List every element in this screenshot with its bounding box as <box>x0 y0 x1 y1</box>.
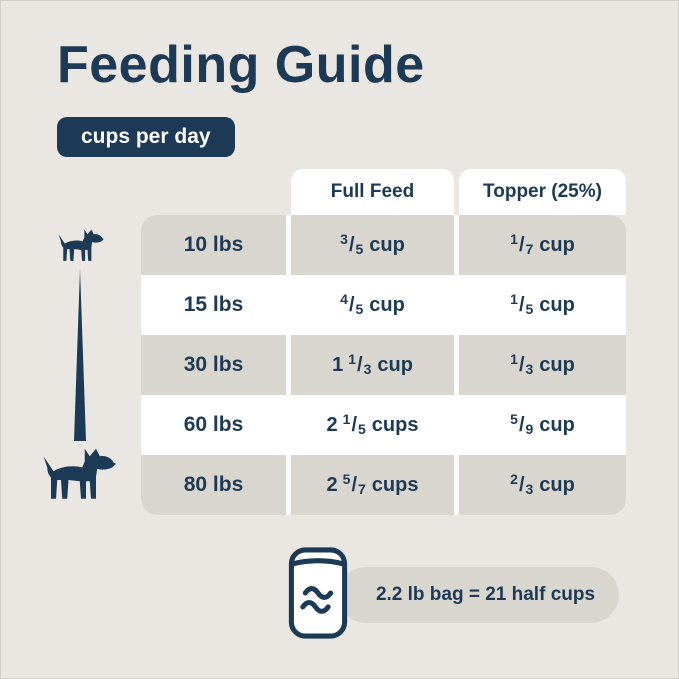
topper-cell: 1/3 cup <box>459 335 626 395</box>
topper-cell: 1/5 cup <box>459 275 626 335</box>
weight-cell: 80 lbs <box>141 455 286 515</box>
unit-label: cup <box>539 233 575 256</box>
fraction-slash: / <box>351 473 357 496</box>
fraction-slash: / <box>518 413 525 436</box>
fraction-numerator: 2 <box>510 471 518 487</box>
topper-cell: 1/7 cup <box>459 215 626 275</box>
fraction-denominator: 9 <box>525 421 534 437</box>
bag-note-pill: 2.2 lb bag = 21 half cups <box>338 567 619 623</box>
unit-label: cup <box>377 353 413 376</box>
table-row: 60 lbs 2 1/5 cups 5/9 cup <box>141 395 626 455</box>
column-header-topper: Topper (25%) <box>459 169 626 215</box>
fraction-slash: / <box>348 233 355 256</box>
fraction-whole: 2 <box>326 473 338 496</box>
fraction-slash: / <box>518 293 525 316</box>
fraction-denominator: 3 <box>525 481 534 497</box>
bag-note-text: 2.2 lb bag = 21 half cups <box>375 584 596 605</box>
page-title: Feeding Guide <box>57 36 425 94</box>
unit-label: cup <box>369 233 405 256</box>
fraction-denominator: 3 <box>363 361 372 377</box>
unit-label: cup <box>369 293 405 316</box>
topper-cell: 2/3 cup <box>459 455 626 515</box>
full-feed-cell: 2 5/7 cups <box>291 455 454 515</box>
fraction-numerator: 1 <box>342 411 351 427</box>
fraction-slash: / <box>351 413 357 436</box>
full-feed-cell: 4/5 cup <box>291 275 454 335</box>
fraction-denominator: 5 <box>358 421 366 437</box>
table-row: 30 lbs 1 1/3 cup 1/3 cup <box>141 335 626 395</box>
fraction-slash: / <box>518 473 525 496</box>
fraction-numerator: 1 <box>510 291 518 307</box>
table-row: 15 lbs 4/5 cup 1/5 cup <box>141 275 626 335</box>
fraction-slash: / <box>518 353 525 376</box>
fraction-numerator: 3 <box>340 231 348 247</box>
fraction-numerator: 1 <box>510 351 518 367</box>
full-feed-cell: 3/5 cup <box>291 215 454 275</box>
fraction-denominator: 5 <box>355 241 364 257</box>
fraction-numerator: 1 <box>348 351 356 367</box>
feeding-table: 10 lbs 3/5 cup 1/7 cup 15 lbs 4/5 cup 1/5 cu… <box>141 215 626 515</box>
fraction-whole: 1 <box>332 353 344 376</box>
topper-cell: 5/9 cup <box>459 395 626 455</box>
fraction-whole: 2 <box>326 413 338 436</box>
food-bag-icon <box>288 547 348 639</box>
fraction-slash: / <box>348 293 355 316</box>
weight-cell: 15 lbs <box>141 275 286 335</box>
fraction-numerator: 5 <box>510 411 518 427</box>
fraction-denominator: 7 <box>358 481 366 497</box>
weight-cell: 10 lbs <box>141 215 286 275</box>
fraction-numerator: 4 <box>340 291 348 307</box>
fraction-numerator: 1 <box>510 231 518 247</box>
weight-cell: 30 lbs <box>141 335 286 395</box>
fraction-denominator: 5 <box>525 301 534 317</box>
weight-cell: 60 lbs <box>141 395 286 455</box>
large-dog-icon <box>43 448 116 499</box>
unit-label: cups <box>371 473 419 496</box>
small-dog-icon <box>58 229 104 261</box>
fraction-slash: / <box>518 233 525 256</box>
unit-label: cups <box>371 413 419 436</box>
fraction-denominator: 3 <box>525 361 534 377</box>
fraction-numerator: 5 <box>342 471 351 487</box>
table-row: 10 lbs 3/5 cup 1/7 cup <box>141 215 626 275</box>
full-feed-cell: 1 1/3 cup <box>291 335 454 395</box>
unit-label: cup <box>539 473 575 496</box>
table-row: 80 lbs 2 5/7 cups 2/3 cup <box>141 455 626 515</box>
unit-label: cup <box>539 413 575 436</box>
full-feed-cell: 2 1/5 cups <box>291 395 454 455</box>
cups-per-day-badge: cups per day <box>57 117 235 157</box>
unit-label: cup <box>539 353 575 376</box>
unit-label: cup <box>539 293 575 316</box>
fraction-slash: / <box>357 353 363 376</box>
fraction-denominator: 5 <box>355 301 364 317</box>
column-header-full-feed: Full Feed <box>291 169 454 215</box>
fraction-denominator: 7 <box>525 241 534 257</box>
size-scale-wedge <box>74 269 86 441</box>
